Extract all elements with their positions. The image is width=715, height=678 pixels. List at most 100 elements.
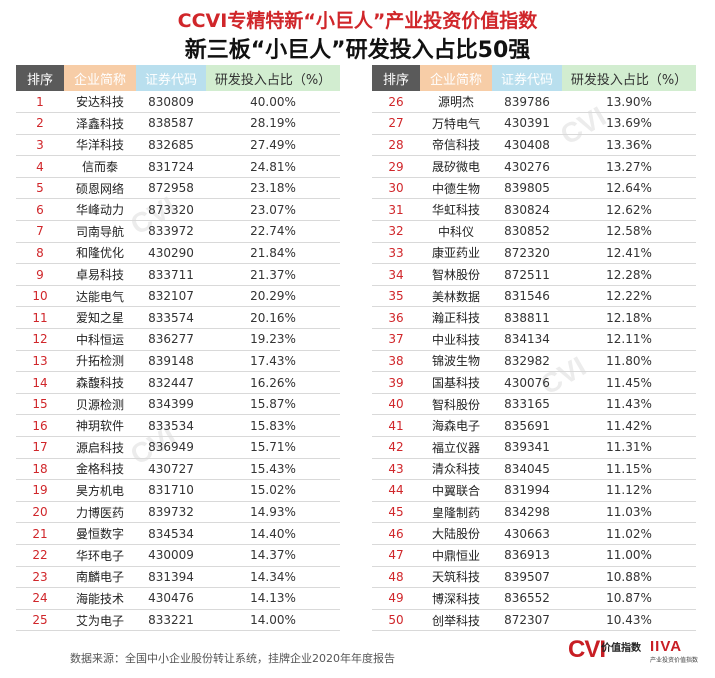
company-name-cell: 神玥软件 [64, 414, 136, 437]
rd-ratio-cell: 13.36% [562, 134, 696, 157]
rank-cell: 12 [16, 328, 64, 351]
table-row: 12 中科恒运 836277 19.23% [16, 328, 340, 351]
security-code-cell: 832982 [492, 350, 562, 373]
security-code-cell: 430727 [136, 458, 206, 481]
table-row: 5 硕恩网络 872958 23.18% [16, 177, 340, 200]
rank-cell: 1 [16, 91, 64, 114]
security-code-cell: 430076 [492, 371, 562, 394]
security-code-cell: 833972 [136, 220, 206, 243]
rank-cell: 47 [372, 544, 420, 567]
cvi-logo-mark: CVI [568, 636, 606, 663]
rank-cell: 38 [372, 350, 420, 373]
security-code-cell: 430408 [492, 134, 562, 157]
rank-cell: 13 [16, 350, 64, 373]
company-name-cell: 艾为电子 [64, 609, 136, 632]
rank-cell: 50 [372, 609, 420, 632]
company-name-cell: 源明杰 [420, 91, 492, 114]
rank-cell: 35 [372, 285, 420, 308]
security-code-cell: 831394 [136, 566, 206, 589]
rank-cell: 23 [16, 566, 64, 589]
security-code-cell: 839786 [492, 91, 562, 114]
company-name-cell: 中科仪 [420, 220, 492, 243]
security-code-cell: 834534 [136, 522, 206, 545]
rd-ratio-cell: 20.29% [206, 285, 340, 308]
company-name-cell: 源启科技 [64, 436, 136, 459]
company-name-cell: 瀚正科技 [420, 306, 492, 330]
rd-ratio-cell: 11.45% [562, 371, 696, 394]
rank-cell: 18 [16, 458, 64, 481]
company-name-cell: 安达科技 [64, 91, 136, 114]
table-row: 3 华洋科技 832685 27.49% [16, 134, 340, 157]
table-row: 16 神玥软件 833534 15.83% [16, 414, 340, 437]
table-row: 28 帝信科技 430408 13.36% [372, 134, 696, 157]
table-row: 33 康亚药业 872320 12.41% [372, 242, 696, 265]
company-name-cell: 信而泰 [64, 155, 136, 178]
rd-ratio-cell: 23.18% [206, 177, 340, 200]
company-name-cell: 大陆股份 [420, 522, 492, 545]
security-code-cell: 838811 [492, 306, 562, 330]
company-name-cell: 曼恒数字 [64, 522, 136, 545]
company-name-cell: 海森电子 [420, 414, 492, 437]
rank-cell: 4 [16, 155, 64, 178]
security-code-cell: 430276 [492, 155, 562, 178]
table-row: 40 智科股份 833165 11.43% [372, 393, 696, 416]
rd-ratio-cell: 11.12% [562, 479, 696, 502]
rd-ratio-cell: 15.71% [206, 436, 340, 459]
table-row: 1 安达科技 830809 40.00% [16, 91, 340, 114]
rd-ratio-cell: 12.64% [562, 177, 696, 200]
rd-ratio-cell: 19.23% [206, 328, 340, 351]
company-name-cell: 华洋科技 [64, 134, 136, 157]
rank-cell: 3 [16, 134, 64, 157]
rank-cell: 46 [372, 522, 420, 545]
rank-cell: 22 [16, 544, 64, 567]
company-name-cell: 创举科技 [420, 609, 492, 632]
rank-cell: 26 [372, 91, 420, 114]
security-code-cell: 833221 [136, 609, 206, 632]
company-name-cell: 博深科技 [420, 587, 492, 610]
rank-cell: 9 [16, 263, 64, 286]
rank-cell: 20 [16, 501, 64, 524]
rank-cell: 24 [16, 587, 64, 610]
rank-cell: 41 [372, 414, 420, 437]
rd-ratio-cell: 10.87% [562, 587, 696, 610]
security-code-cell: 834298 [492, 501, 562, 524]
rd-ratio-cell: 14.40% [206, 522, 340, 545]
rd-ratio-cell: 14.00% [206, 609, 340, 632]
table-row: 17 源启科技 836949 15.71% [16, 436, 340, 459]
company-name-cell: 贝源检测 [64, 393, 136, 416]
rank-cell: 21 [16, 522, 64, 545]
company-name-cell: 金格科技 [64, 458, 136, 481]
table-row: 36 瀚正科技 838811 12.18% [372, 306, 696, 330]
security-code-cell: 832685 [136, 134, 206, 157]
rank-cell: 2 [16, 112, 64, 135]
security-code-cell: 833534 [136, 414, 206, 437]
security-code-cell: 430009 [136, 544, 206, 567]
table-row: 21 曼恒数字 834534 14.40% [16, 522, 340, 545]
security-code-cell: 872958 [136, 177, 206, 200]
table-row: 8 和隆优化 430290 21.84% [16, 242, 340, 265]
iiva-logo-sub: 产业投资价值指数 [650, 657, 699, 664]
company-name-cell: 力博医药 [64, 501, 136, 524]
security-code-cell: 833574 [136, 306, 206, 330]
company-name-cell: 华峰动力 [64, 198, 136, 222]
table-row: 27 万特电气 430391 13.69% [372, 112, 696, 135]
iiva-logo-mark: IIVA [650, 638, 683, 655]
main-title: CCVI专精特新“小巨人”产业投资价值指数 [177, 10, 538, 32]
rank-cell: 36 [372, 306, 420, 330]
security-code-cell: 430290 [136, 242, 206, 265]
security-code-cell: 830824 [492, 198, 562, 222]
security-code-cell: 833711 [136, 263, 206, 286]
security-code-cell: 834134 [492, 328, 562, 351]
table-row: 9 卓易科技 833711 21.37% [16, 263, 340, 286]
rank-cell: 8 [16, 242, 64, 265]
table-row: 39 国基科技 430076 11.45% [372, 371, 696, 394]
rank-cell: 31 [372, 198, 420, 222]
security-code-cell: 831546 [492, 285, 562, 308]
rank-cell: 49 [372, 587, 420, 610]
table-row: 37 中业科技 834134 12.11% [372, 328, 696, 351]
rank-cell: 29 [372, 155, 420, 178]
rank-cell: 14 [16, 371, 64, 394]
rd-ratio-cell: 12.58% [562, 220, 696, 243]
table-row: 46 大陆股份 430663 11.02% [372, 522, 696, 545]
table-row: 20 力博医药 839732 14.93% [16, 501, 340, 524]
